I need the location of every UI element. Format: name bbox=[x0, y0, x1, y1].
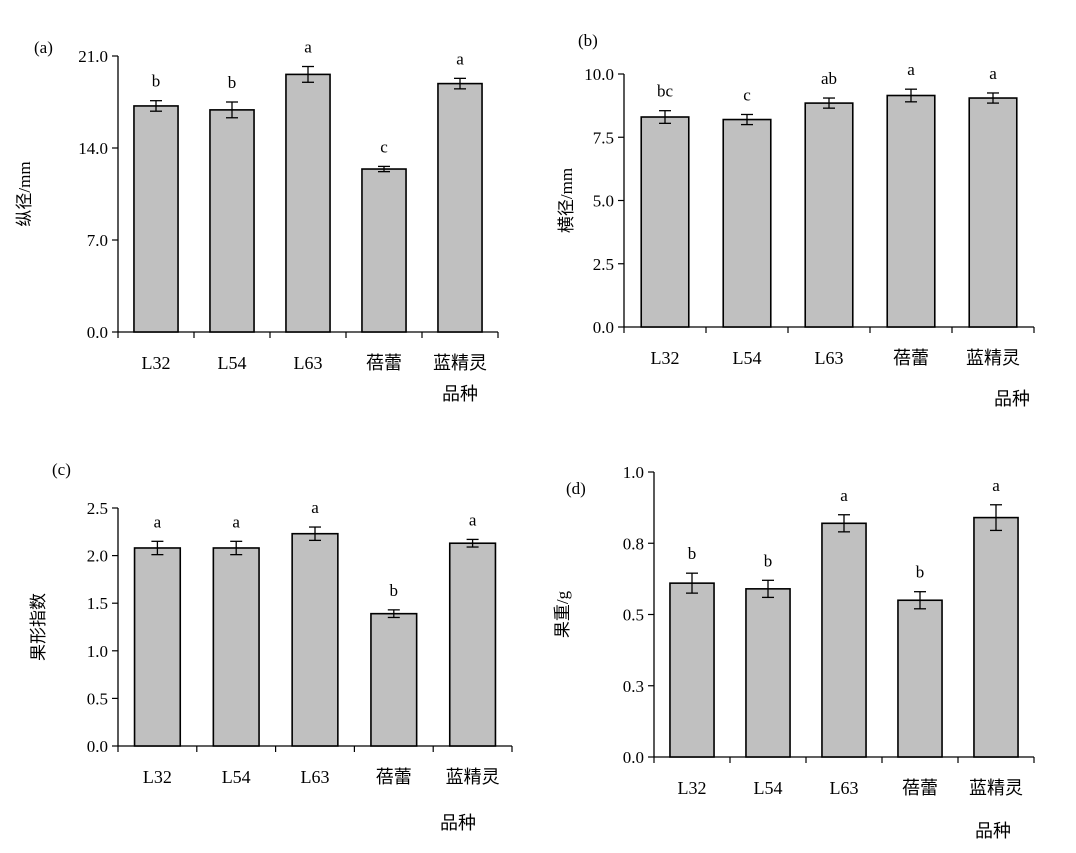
category-label: L63 bbox=[815, 348, 844, 368]
significance-letter: b bbox=[764, 551, 773, 570]
bar bbox=[804, 102, 854, 328]
significance-letter: a bbox=[992, 476, 1000, 495]
category-label: 蓝精灵 bbox=[446, 767, 500, 787]
y-tick-label: 1.5 bbox=[87, 594, 108, 613]
y-tick-label: 0.8 bbox=[623, 534, 644, 553]
category-label: 蓝精灵 bbox=[966, 348, 1020, 368]
panel-d: (d) 0.0 0.3 0.5 0.8 1.0 果重/g b L32 b L54 a L63 b 蓓蕾 a 蓝精… bbox=[553, 463, 1035, 841]
panel-label: (a) bbox=[34, 38, 53, 57]
x-axis-title: 品种 bbox=[440, 813, 476, 833]
category-label: L54 bbox=[218, 353, 247, 373]
y-tick-label: 0.0 bbox=[623, 748, 644, 767]
x-axis-title: 品种 bbox=[442, 384, 478, 404]
y-tick-label: 2.5 bbox=[87, 499, 108, 518]
significance-letter: a bbox=[840, 486, 848, 505]
category-label: 蓝精灵 bbox=[969, 778, 1023, 798]
y-tick-label: 5.0 bbox=[593, 192, 614, 211]
bar bbox=[370, 612, 418, 747]
significance-letter: b bbox=[688, 544, 697, 563]
panel-label: (c) bbox=[52, 460, 71, 479]
bar bbox=[722, 118, 772, 328]
y-tick-label: 0.0 bbox=[87, 737, 108, 756]
y-axis-title: 果形指数 bbox=[29, 593, 48, 661]
y-tick-label: 0.0 bbox=[593, 318, 614, 337]
y-tick-label: 2.5 bbox=[593, 255, 614, 274]
category-label: L32 bbox=[678, 778, 707, 798]
significance-letter: bc bbox=[657, 82, 674, 101]
significance-letter: ab bbox=[821, 69, 837, 88]
category-label: 蓓蕾 bbox=[902, 778, 938, 798]
bar bbox=[209, 109, 255, 333]
bar bbox=[968, 97, 1018, 328]
bar bbox=[973, 516, 1019, 758]
y-tick-label: 1.0 bbox=[87, 642, 108, 661]
category-label: L54 bbox=[222, 767, 251, 787]
category-label: L54 bbox=[733, 348, 762, 368]
y-tick-label: 2.0 bbox=[87, 547, 108, 566]
y-tick-label: 7.0 bbox=[87, 231, 108, 250]
category-label: 蓓蕾 bbox=[893, 348, 929, 368]
category-label: L32 bbox=[142, 353, 171, 373]
y-tick-label: 0.5 bbox=[623, 606, 644, 625]
significance-letter: a bbox=[154, 512, 162, 531]
panel-a: (a) 0.0 7.0 14.0 21.0 纵径/mm b L32 b L54 a L63 c 蓓蕾 a 蓝精… bbox=[15, 38, 499, 404]
category-label: L54 bbox=[754, 778, 783, 798]
significance-letter: b bbox=[152, 72, 161, 91]
category-label: L32 bbox=[651, 348, 680, 368]
y-tick-label: 14.0 bbox=[78, 139, 108, 158]
x-axis-title: 品种 bbox=[975, 821, 1011, 841]
category-label: L63 bbox=[301, 767, 330, 787]
panel-label: (d) bbox=[566, 479, 586, 498]
y-tick-label: 21.0 bbox=[78, 47, 108, 66]
significance-letter: c bbox=[743, 85, 751, 104]
category-label: L32 bbox=[143, 767, 172, 787]
bar bbox=[212, 547, 260, 747]
significance-letter: b bbox=[916, 563, 925, 582]
y-tick-label: 10.0 bbox=[584, 65, 614, 84]
panel-c: (c) 0.0 0.5 1.0 1.5 2.0 2.5 果形指数 a L32 a L54 a L63 b 蓓蕾… bbox=[29, 460, 513, 833]
x-axis-title: 品种 bbox=[994, 389, 1030, 409]
significance-letter: a bbox=[989, 64, 997, 83]
significance-letter: b bbox=[390, 581, 399, 600]
y-axis-title: 横径/mm bbox=[557, 168, 576, 233]
significance-letter: a bbox=[232, 512, 240, 531]
significance-letter: a bbox=[469, 510, 477, 529]
significance-letter: a bbox=[456, 49, 464, 68]
significance-letter: b bbox=[228, 73, 237, 92]
panel-b: (b) 0.0 2.5 5.0 7.5 10.0 横径/mm bc L32 c L54 ab L63 a 蓓… bbox=[557, 31, 1035, 409]
y-tick-label: 0.5 bbox=[87, 689, 108, 708]
bar bbox=[821, 522, 867, 758]
significance-letter: c bbox=[380, 137, 388, 156]
bar bbox=[886, 94, 936, 328]
significance-letter: a bbox=[907, 60, 915, 79]
y-tick-label: 0.3 bbox=[623, 677, 644, 696]
category-label: L63 bbox=[294, 353, 323, 373]
category-label: L63 bbox=[830, 778, 859, 798]
bar bbox=[640, 116, 690, 328]
bar bbox=[669, 582, 715, 758]
y-tick-label: 1.0 bbox=[623, 463, 644, 482]
bar bbox=[285, 73, 331, 333]
y-axis-title: 纵径/mm bbox=[15, 161, 34, 226]
bar bbox=[361, 168, 407, 333]
y-axis-title: 果重/g bbox=[553, 590, 572, 638]
category-label: 蓓蕾 bbox=[376, 767, 412, 787]
category-label: 蓓蕾 bbox=[366, 353, 402, 373]
y-tick-label: 0.0 bbox=[87, 323, 108, 342]
category-label: 蓝精灵 bbox=[433, 353, 487, 373]
significance-letter: a bbox=[304, 38, 312, 57]
bar bbox=[448, 542, 497, 747]
bar bbox=[133, 105, 179, 333]
bar bbox=[745, 588, 791, 758]
bar bbox=[897, 599, 943, 758]
bar bbox=[437, 82, 483, 333]
significance-letter: a bbox=[311, 498, 319, 517]
bar bbox=[133, 547, 182, 747]
bar bbox=[291, 532, 339, 747]
y-tick-label: 7.5 bbox=[593, 128, 614, 147]
panel-label: (b) bbox=[578, 31, 598, 50]
